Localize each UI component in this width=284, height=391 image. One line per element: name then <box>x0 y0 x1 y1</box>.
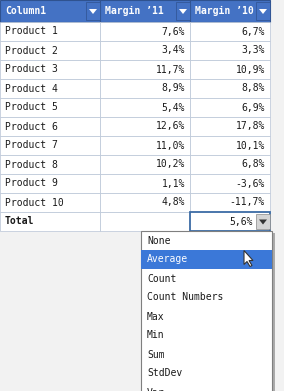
Text: -11,7%: -11,7% <box>230 197 265 208</box>
Bar <box>0 0 100 22</box>
Bar <box>100 22 190 41</box>
Text: Product 4: Product 4 <box>5 84 58 93</box>
Bar <box>100 79 190 98</box>
Bar <box>176 2 190 20</box>
Text: Product 7: Product 7 <box>5 140 58 151</box>
Text: 11,0%: 11,0% <box>156 140 185 151</box>
Text: Column1: Column1 <box>5 6 46 16</box>
Text: 10,9%: 10,9% <box>236 65 265 75</box>
Text: Product 6: Product 6 <box>5 122 58 131</box>
Bar <box>0 117 100 136</box>
Text: 7,6%: 7,6% <box>162 27 185 36</box>
Text: 8,8%: 8,8% <box>241 84 265 93</box>
Text: 6,9%: 6,9% <box>241 102 265 113</box>
Text: Total: Total <box>5 217 34 226</box>
Text: 17,8%: 17,8% <box>236 122 265 131</box>
Bar <box>190 79 270 98</box>
Bar <box>190 22 270 41</box>
Text: Product 8: Product 8 <box>5 160 58 170</box>
Bar <box>190 41 270 60</box>
Bar <box>100 60 190 79</box>
Bar <box>100 193 190 212</box>
Bar <box>0 98 100 117</box>
Text: Max: Max <box>147 312 165 321</box>
Bar <box>190 155 270 174</box>
Bar <box>143 233 275 391</box>
Bar <box>190 174 270 193</box>
Text: Var: Var <box>147 387 165 391</box>
Bar <box>0 60 100 79</box>
Bar <box>256 214 270 229</box>
Bar <box>100 0 190 22</box>
Text: 5,6%: 5,6% <box>229 217 253 226</box>
Bar <box>100 155 190 174</box>
Bar <box>100 136 190 155</box>
Text: 3,4%: 3,4% <box>162 45 185 56</box>
Bar <box>0 174 100 193</box>
Text: Product 2: Product 2 <box>5 45 58 56</box>
Bar <box>100 174 190 193</box>
Text: None: None <box>147 235 170 246</box>
Bar <box>0 155 100 174</box>
Text: -3,6%: -3,6% <box>236 179 265 188</box>
Text: Margin ’11: Margin ’11 <box>105 6 164 16</box>
Polygon shape <box>259 219 267 224</box>
Polygon shape <box>179 9 187 14</box>
Text: Product 5: Product 5 <box>5 102 58 113</box>
Bar <box>86 2 100 20</box>
Text: 10,2%: 10,2% <box>156 160 185 170</box>
Text: 4,8%: 4,8% <box>162 197 185 208</box>
Polygon shape <box>259 9 267 14</box>
Polygon shape <box>244 251 253 267</box>
Text: Min: Min <box>147 330 165 341</box>
Text: 3,3%: 3,3% <box>241 45 265 56</box>
Bar <box>190 193 270 212</box>
Text: 12,6%: 12,6% <box>156 122 185 131</box>
Text: Sum: Sum <box>147 350 165 359</box>
Text: 10,1%: 10,1% <box>236 140 265 151</box>
Bar <box>190 0 270 22</box>
Bar <box>190 60 270 79</box>
Text: 6,8%: 6,8% <box>241 160 265 170</box>
Bar <box>0 193 100 212</box>
Bar <box>100 98 190 117</box>
Text: Product 3: Product 3 <box>5 65 58 75</box>
Text: Product 9: Product 9 <box>5 179 58 188</box>
Bar <box>256 2 270 20</box>
Bar <box>190 117 270 136</box>
Bar <box>0 212 100 231</box>
Bar <box>141 250 272 269</box>
Bar <box>190 212 270 231</box>
Bar <box>0 136 100 155</box>
Text: 1,1%: 1,1% <box>162 179 185 188</box>
Text: Count: Count <box>147 273 176 283</box>
Text: Product 1: Product 1 <box>5 27 58 36</box>
Polygon shape <box>89 9 97 14</box>
Bar <box>0 22 100 41</box>
Text: Count Numbers: Count Numbers <box>147 292 224 303</box>
Bar <box>141 231 272 391</box>
Text: StdDev: StdDev <box>147 368 182 378</box>
Bar <box>190 136 270 155</box>
Text: Average: Average <box>147 255 188 264</box>
Text: 5,4%: 5,4% <box>162 102 185 113</box>
Bar <box>0 79 100 98</box>
Text: 8,9%: 8,9% <box>162 84 185 93</box>
Bar <box>100 117 190 136</box>
Text: 11,7%: 11,7% <box>156 65 185 75</box>
Bar <box>100 41 190 60</box>
Bar <box>0 41 100 60</box>
Text: 6,7%: 6,7% <box>241 27 265 36</box>
Text: Product 10: Product 10 <box>5 197 64 208</box>
Text: Margin ’10: Margin ’10 <box>195 6 254 16</box>
Bar <box>100 212 190 231</box>
Bar <box>190 98 270 117</box>
